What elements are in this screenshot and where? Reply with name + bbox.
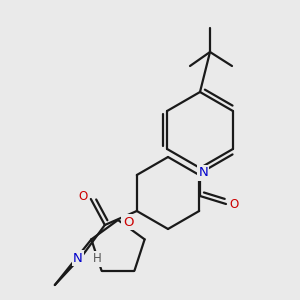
Text: N: N: [73, 251, 83, 265]
Text: O: O: [78, 190, 87, 203]
Text: O: O: [123, 215, 133, 229]
Text: H: H: [92, 253, 101, 266]
Text: N: N: [198, 167, 208, 179]
Text: O: O: [230, 197, 238, 211]
